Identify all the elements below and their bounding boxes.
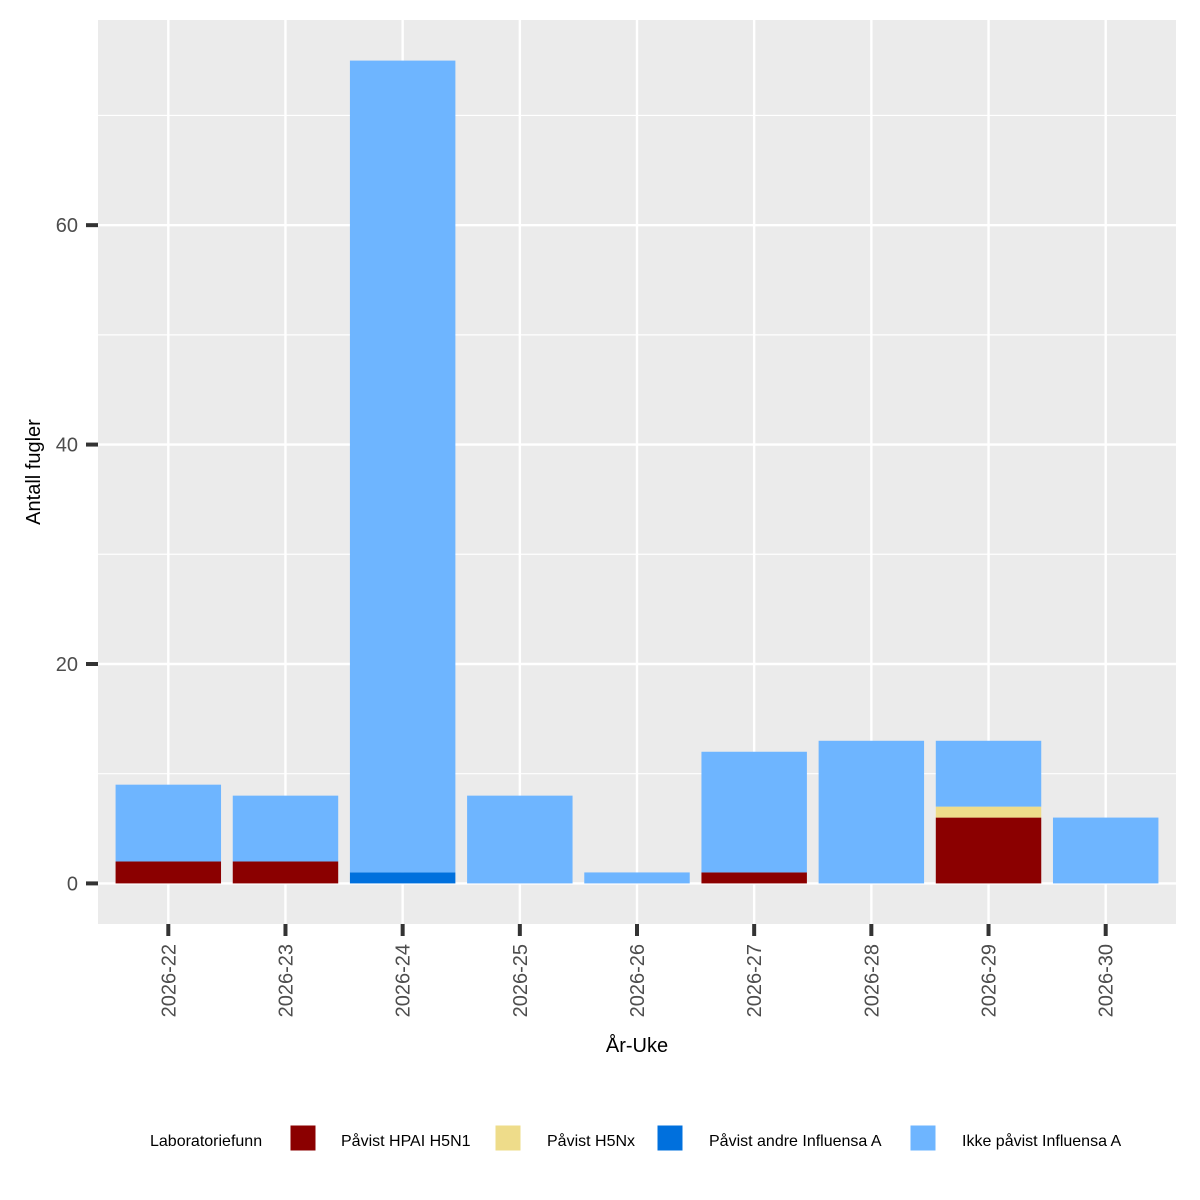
x-axis: 2026-22 2026-23 2026-24 2026-25 2026-26 2026-… — [158, 924, 1118, 1017]
bar-2026-27-series-3 — [701, 751, 807, 873]
legend-label-2: Påvist andre Influensa A — [709, 1132, 882, 1150]
y-tick-label-0: 0 — [67, 873, 78, 895]
bar-2026-22-series-0 — [115, 861, 222, 884]
bar-2026-27-series-0 — [701, 872, 807, 884]
bar-2026-29-series-3 — [935, 740, 1042, 807]
x-tick-label-2026-28: 2026-28 — [861, 944, 883, 1017]
bar-2026-29-series-0 — [935, 817, 1042, 884]
legend-label-1: Påvist H5Nx — [547, 1132, 635, 1150]
legend-key-0 — [289, 1124, 317, 1152]
x-tick-label-2026-27: 2026-27 — [744, 944, 766, 1017]
bar-2026-26-series-3 — [584, 872, 690, 884]
bar-2026-30-series-3 — [1052, 817, 1159, 884]
bar-2026-22-series-3 — [115, 784, 222, 862]
bar-2026-25-series-3 — [467, 795, 573, 884]
bar-2026-29-series-1 — [935, 806, 1042, 818]
x-tick-label-2026-22: 2026-22 — [158, 944, 180, 1017]
y-tick-label-60: 60 — [56, 215, 78, 237]
y-tick-label-20: 20 — [56, 654, 78, 676]
legend-label-0: Påvist HPAI H5N1 — [341, 1132, 471, 1150]
x-tick-label-2026-26: 2026-26 — [627, 944, 649, 1017]
x-tick-label-2026-30: 2026-30 — [1096, 944, 1118, 1017]
legend: Laboratoriefunn Påvist HPAI H5N1 Påvist H… — [150, 1124, 1122, 1152]
y-tick-label-40: 40 — [56, 435, 78, 457]
x-tick-label-2026-25: 2026-25 — [510, 944, 532, 1017]
legend-title: Laboratoriefunn — [150, 1133, 262, 1150]
legend-key-2 — [656, 1124, 684, 1152]
bar-2026-24-series-3 — [349, 60, 456, 873]
legend-key-3 — [909, 1124, 937, 1152]
x-axis-title: År-Uke — [606, 1034, 668, 1057]
bar-2026-24-series-2 — [349, 872, 456, 884]
y-axis-title: Antall fugler — [23, 419, 45, 525]
y-axis: 0 20 40 60 — [56, 215, 98, 895]
legend-label-3: Ikke påvist Influensa A — [962, 1132, 1122, 1150]
x-tick-label-2026-23: 2026-23 — [275, 944, 297, 1017]
x-tick-label-2026-29: 2026-29 — [979, 944, 1001, 1017]
legend-key-1 — [494, 1124, 522, 1152]
bar-2026-28-series-3 — [818, 740, 925, 884]
bar-2026-23-series-3 — [232, 795, 339, 862]
x-tick-label-2026-24: 2026-24 — [393, 944, 415, 1017]
bars — [115, 60, 1159, 884]
bar-2026-23-series-0 — [232, 861, 339, 884]
